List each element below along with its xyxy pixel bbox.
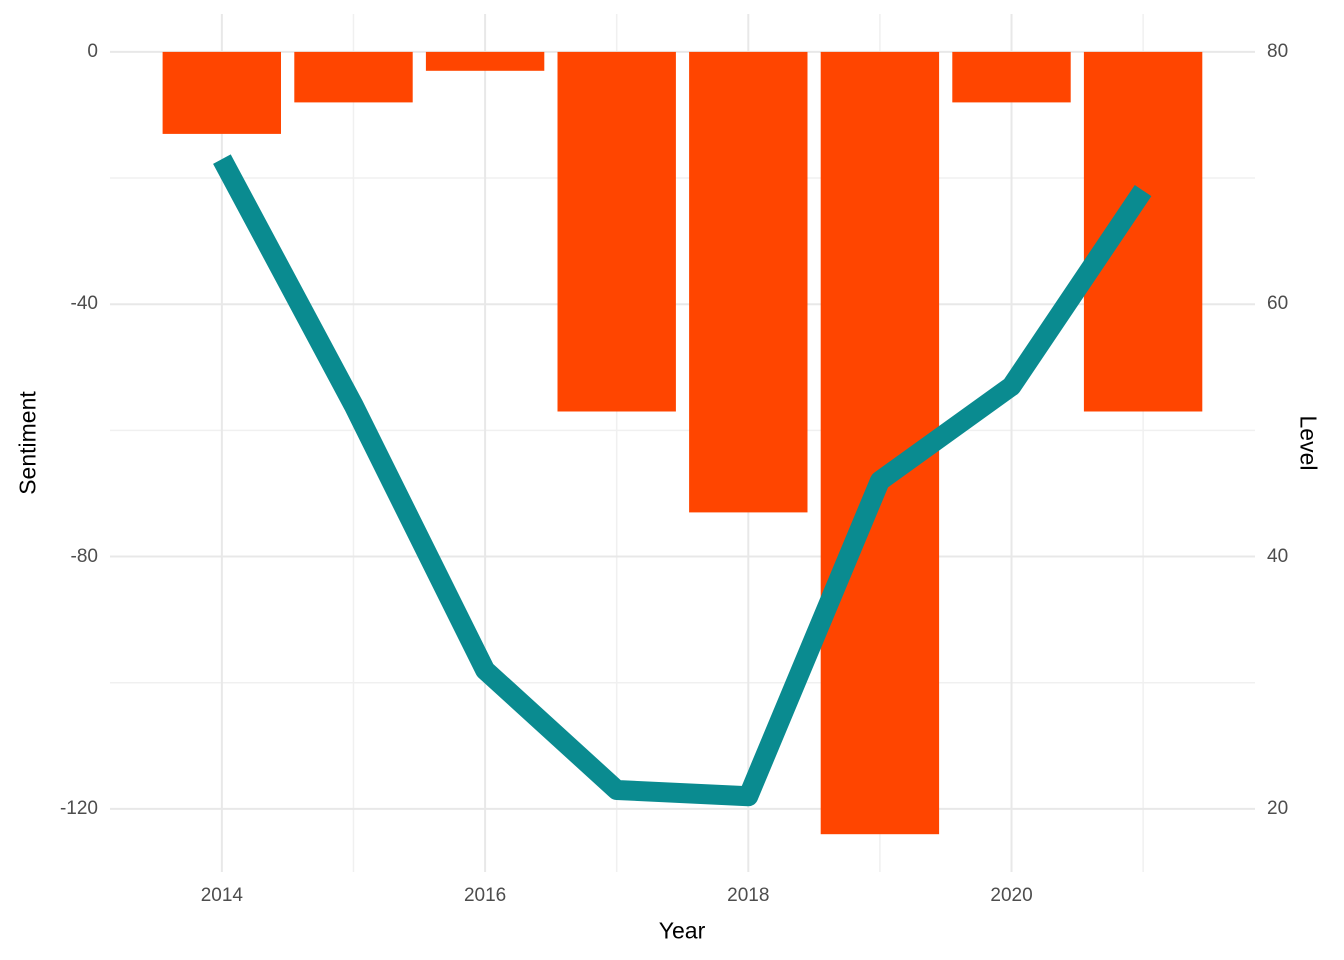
y-left-tick-label: 0 xyxy=(87,40,98,62)
y-right-tick-label: 20 xyxy=(1267,797,1289,819)
bar-2021 xyxy=(1083,51,1203,412)
level-line xyxy=(213,154,1152,807)
y-right-tick-label: 40 xyxy=(1267,545,1289,567)
y-left-tick-label: -40 xyxy=(70,293,98,315)
bar-2018 xyxy=(689,51,808,513)
bar-2015 xyxy=(294,51,413,103)
x-tick-label: 2018 xyxy=(727,885,770,906)
bar-2020 xyxy=(952,51,1071,103)
x-tick-label: 2020 xyxy=(990,885,1033,906)
bar-2016 xyxy=(425,51,545,71)
x-axis-title: Year xyxy=(658,917,706,944)
x-tick-label: 2014 xyxy=(200,885,243,906)
right-axis-title: Level xyxy=(1295,415,1322,471)
left-axis-title: Sentiment xyxy=(14,391,41,495)
bar-2017 xyxy=(557,51,676,412)
x-tick-label: 2016 xyxy=(463,885,507,906)
y-right-tick-label: 80 xyxy=(1267,40,1289,62)
y-right-tick-label: 60 xyxy=(1267,293,1289,315)
y-left-tick-label: -120 xyxy=(59,797,98,819)
y-left-tick-label: -80 xyxy=(70,545,98,567)
bar-2014 xyxy=(162,51,281,134)
